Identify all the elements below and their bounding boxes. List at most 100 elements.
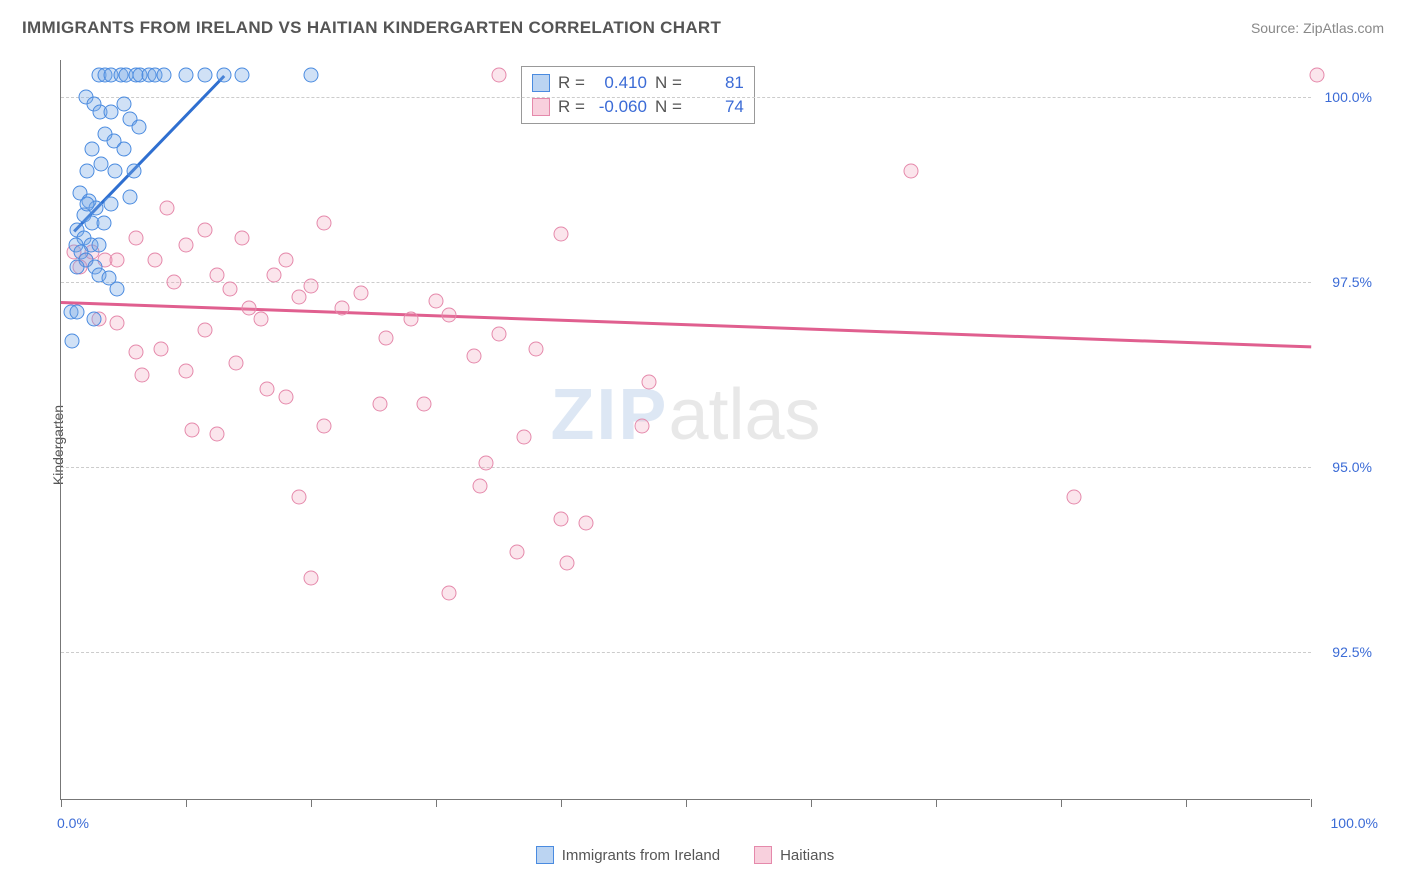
r-value-pink: -0.060 [593,97,647,117]
data-point-blue [156,67,171,82]
chart-title: IMMIGRANTS FROM IRELAND VS HAITIAN KINDE… [22,18,721,38]
data-point-blue [80,164,95,179]
data-point-pink [279,389,294,404]
data-point-pink [135,367,150,382]
x-tick [561,799,562,807]
plot-container: Kindergarten ZIPatlas R = 0.410 N = 81 R… [60,60,1380,830]
x-tick [936,799,937,807]
data-point-blue [86,312,101,327]
data-point-pink [516,430,531,445]
data-point-pink [491,67,506,82]
data-point-pink [904,164,919,179]
n-label: N = [655,97,682,117]
data-point-pink [197,323,212,338]
x-tick [686,799,687,807]
data-point-pink [291,289,306,304]
data-point-pink [479,456,494,471]
data-point-blue [80,197,95,212]
data-point-pink [1310,67,1325,82]
gridline [61,652,1311,653]
swatch-blue [536,846,554,864]
y-tick-label: 92.5% [1314,644,1372,660]
data-point-pink [210,426,225,441]
data-point-pink [529,341,544,356]
data-point-blue [116,97,131,112]
x-tick [1311,799,1312,807]
x-min-label: 0.0% [57,815,89,831]
data-point-pink [166,275,181,290]
data-point-pink [160,201,175,216]
data-point-pink [185,423,200,438]
data-point-blue [197,67,212,82]
data-point-pink [641,374,656,389]
y-tick-label: 100.0% [1314,89,1372,105]
data-point-pink [154,341,169,356]
data-point-pink [379,330,394,345]
source-label: Source: ZipAtlas.com [1251,20,1384,36]
legend-label-pink: Haitians [780,847,834,864]
data-point-blue [179,67,194,82]
legend-label-blue: Immigrants from Ireland [562,847,720,864]
gridline [61,282,1311,283]
n-value-pink: 74 [690,97,744,117]
data-point-blue [131,119,146,134]
watermark-atlas: atlas [668,375,820,455]
y-tick-label: 95.0% [1314,459,1372,475]
x-tick [1186,799,1187,807]
r-label: R = [558,97,585,117]
data-point-blue [216,67,231,82]
data-point-pink [291,489,306,504]
data-point-blue [85,141,100,156]
data-point-pink [579,515,594,530]
data-point-pink [1066,489,1081,504]
data-point-blue [107,164,122,179]
data-point-pink [241,300,256,315]
r-value-blue: 0.410 [593,73,647,93]
data-point-pink [110,252,125,267]
watermark: ZIPatlas [550,374,820,456]
data-point-pink [197,223,212,238]
data-point-blue [101,271,116,286]
data-point-pink [441,585,456,600]
data-point-pink [372,397,387,412]
x-tick [61,799,62,807]
data-point-pink [472,478,487,493]
data-point-pink [554,226,569,241]
data-point-pink [491,326,506,341]
series-legend: Immigrants from Ireland Haitians [60,846,1310,864]
r-label: R = [558,73,585,93]
data-point-blue [104,197,119,212]
swatch-pink [754,846,772,864]
swatch-pink [532,98,550,116]
x-tick [1061,799,1062,807]
data-point-blue [122,189,137,204]
data-point-pink [179,363,194,378]
data-point-blue [70,260,85,275]
data-point-blue [94,156,109,171]
n-value-blue: 81 [690,73,744,93]
data-point-pink [210,267,225,282]
data-point-pink [466,349,481,364]
data-point-pink [416,397,431,412]
data-point-pink [335,300,350,315]
legend-item-pink: Haitians [754,846,834,864]
gridline [61,97,1311,98]
data-point-pink [510,545,525,560]
data-point-pink [635,419,650,434]
x-tick [436,799,437,807]
data-point-pink [316,419,331,434]
data-point-blue [116,141,131,156]
x-tick [811,799,812,807]
data-point-pink [260,382,275,397]
data-point-pink [429,293,444,308]
plot-area: ZIPatlas R = 0.410 N = 81 R = -0.060 N =… [60,60,1310,800]
data-point-pink [229,356,244,371]
data-point-pink [279,252,294,267]
legend-row-pink: R = -0.060 N = 74 [532,95,744,119]
data-point-pink [129,230,144,245]
correlation-legend: R = 0.410 N = 81 R = -0.060 N = 74 [521,66,755,124]
x-tick [186,799,187,807]
data-point-blue [70,304,85,319]
data-point-pink [179,238,194,253]
data-point-pink [560,556,575,571]
